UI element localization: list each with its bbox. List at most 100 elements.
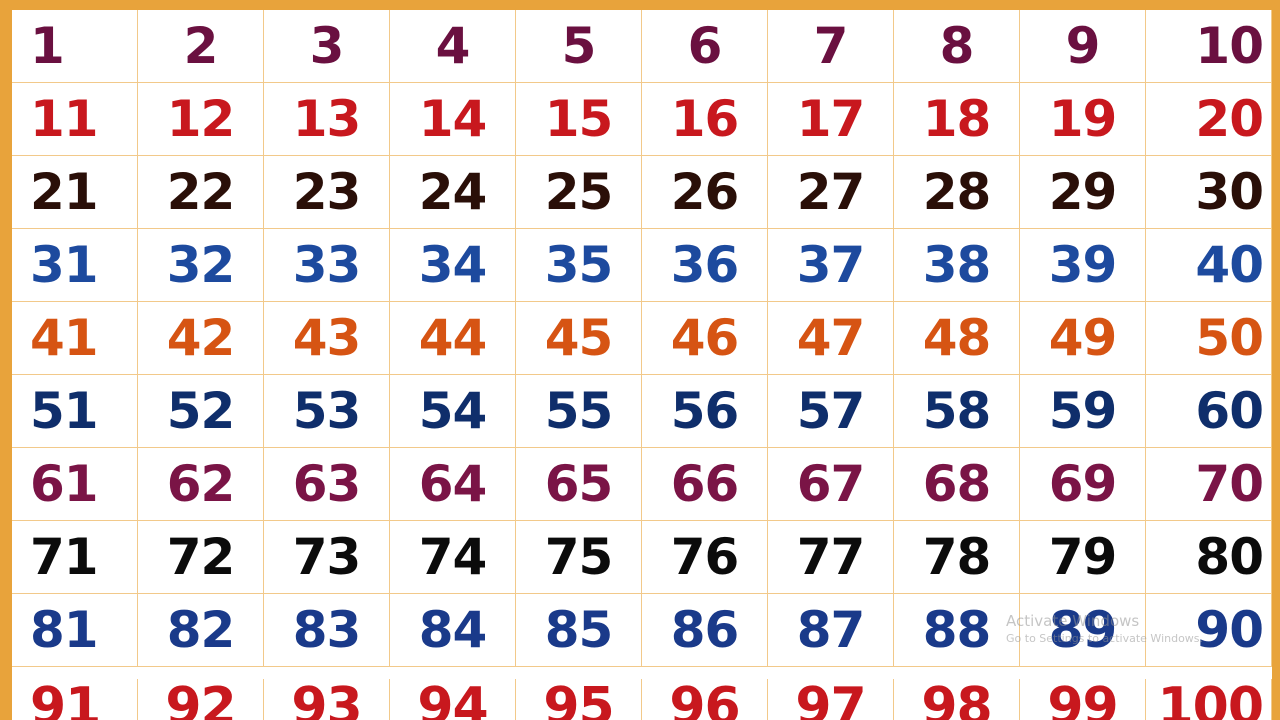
number-cell: 29 xyxy=(1020,156,1146,229)
number-cell: 15 xyxy=(516,83,642,156)
number-cell: 85 xyxy=(516,594,642,667)
number-cell: 17 xyxy=(768,83,894,156)
number-cell: 38 xyxy=(894,229,1020,302)
number-cell: 77 xyxy=(768,521,894,594)
number-cell: 73 xyxy=(264,521,390,594)
number-cell: 87 xyxy=(768,594,894,667)
number-cell: 64 xyxy=(390,448,516,521)
number-cell: 21 xyxy=(12,156,138,229)
number-cell: 88 xyxy=(894,594,1020,667)
number-cell: 58 xyxy=(894,375,1020,448)
number-cell: 89 xyxy=(1020,594,1146,667)
number-cell: 54 xyxy=(390,375,516,448)
number-cell: 46 xyxy=(642,302,768,375)
number-cell: 31 xyxy=(12,229,138,302)
number-cell: 79 xyxy=(1020,521,1146,594)
number-cell: 63 xyxy=(264,448,390,521)
number-cell: 34 xyxy=(390,229,516,302)
number-cell: 51 xyxy=(12,375,138,448)
number-cell: 2 xyxy=(138,10,264,83)
number-cell: 6 xyxy=(642,10,768,83)
number-cell: 95 xyxy=(516,679,642,720)
number-cell: 91 xyxy=(12,679,138,720)
number-cell: 62 xyxy=(138,448,264,521)
number-cell: 90 xyxy=(1146,594,1272,667)
number-cell: 28 xyxy=(894,156,1020,229)
number-cell: 96 xyxy=(642,679,768,720)
number-cell: 65 xyxy=(516,448,642,521)
number-cell: 47 xyxy=(768,302,894,375)
number-cell: 60 xyxy=(1146,375,1272,448)
number-cell: 86 xyxy=(642,594,768,667)
number-cell: 23 xyxy=(264,156,390,229)
number-cell: 74 xyxy=(390,521,516,594)
number-cell: 20 xyxy=(1146,83,1272,156)
number-cell: 80 xyxy=(1146,521,1272,594)
number-cell: 7 xyxy=(768,10,894,83)
number-cell: 82 xyxy=(138,594,264,667)
number-cell: 41 xyxy=(12,302,138,375)
number-cell: 75 xyxy=(516,521,642,594)
number-cell: 24 xyxy=(390,156,516,229)
number-cell: 40 xyxy=(1146,229,1272,302)
number-cell: 99 xyxy=(1020,679,1146,720)
number-cell: 56 xyxy=(642,375,768,448)
number-cell: 49 xyxy=(1020,302,1146,375)
number-cell: 14 xyxy=(390,83,516,156)
number-cell: 3 xyxy=(264,10,390,83)
number-cell: 67 xyxy=(768,448,894,521)
number-cell: 4 xyxy=(390,10,516,83)
number-cell: 55 xyxy=(516,375,642,448)
number-cell: 69 xyxy=(1020,448,1146,521)
number-cell: 92 xyxy=(138,679,264,720)
number-cell: 11 xyxy=(12,83,138,156)
number-cell: 27 xyxy=(768,156,894,229)
number-cell: 25 xyxy=(516,156,642,229)
number-cell: 33 xyxy=(264,229,390,302)
number-cell: 68 xyxy=(894,448,1020,521)
number-cell: 84 xyxy=(390,594,516,667)
number-cell: 5 xyxy=(516,10,642,83)
number-cell: 66 xyxy=(642,448,768,521)
number-cell: 94 xyxy=(390,679,516,720)
number-cell: 48 xyxy=(894,302,1020,375)
number-cell: 76 xyxy=(642,521,768,594)
number-cell: 61 xyxy=(12,448,138,521)
number-cell: 98 xyxy=(894,679,1020,720)
number-cell: 45 xyxy=(516,302,642,375)
number-cell: 36 xyxy=(642,229,768,302)
number-cell: 93 xyxy=(264,679,390,720)
number-cell: 43 xyxy=(264,302,390,375)
number-cell: 8 xyxy=(894,10,1020,83)
number-cell: 53 xyxy=(264,375,390,448)
number-cell: 26 xyxy=(642,156,768,229)
number-cell: 12 xyxy=(138,83,264,156)
number-cell: 16 xyxy=(642,83,768,156)
number-cell: 39 xyxy=(1020,229,1146,302)
number-cell: 18 xyxy=(894,83,1020,156)
number-cell: 10 xyxy=(1146,10,1272,83)
number-cell: 97 xyxy=(768,679,894,720)
number-cell: 72 xyxy=(138,521,264,594)
number-cell: 42 xyxy=(138,302,264,375)
number-cell: 52 xyxy=(138,375,264,448)
number-cell: 30 xyxy=(1146,156,1272,229)
number-cell: 50 xyxy=(1146,302,1272,375)
number-cell: 37 xyxy=(768,229,894,302)
number-cell: 32 xyxy=(138,229,264,302)
number-cell: 1 xyxy=(12,10,138,83)
number-cell: 57 xyxy=(768,375,894,448)
number-cell: 9 xyxy=(1020,10,1146,83)
number-cell: 83 xyxy=(264,594,390,667)
number-cell: 44 xyxy=(390,302,516,375)
number-cell: 19 xyxy=(1020,83,1146,156)
number-cell: 22 xyxy=(138,156,264,229)
number-cell: 100 xyxy=(1146,679,1272,720)
number-cell: 70 xyxy=(1146,448,1272,521)
number-cell: 81 xyxy=(12,594,138,667)
number-cell: 59 xyxy=(1020,375,1146,448)
number-cell: 13 xyxy=(264,83,390,156)
number-cell: 78 xyxy=(894,521,1020,594)
number-cell: 35 xyxy=(516,229,642,302)
